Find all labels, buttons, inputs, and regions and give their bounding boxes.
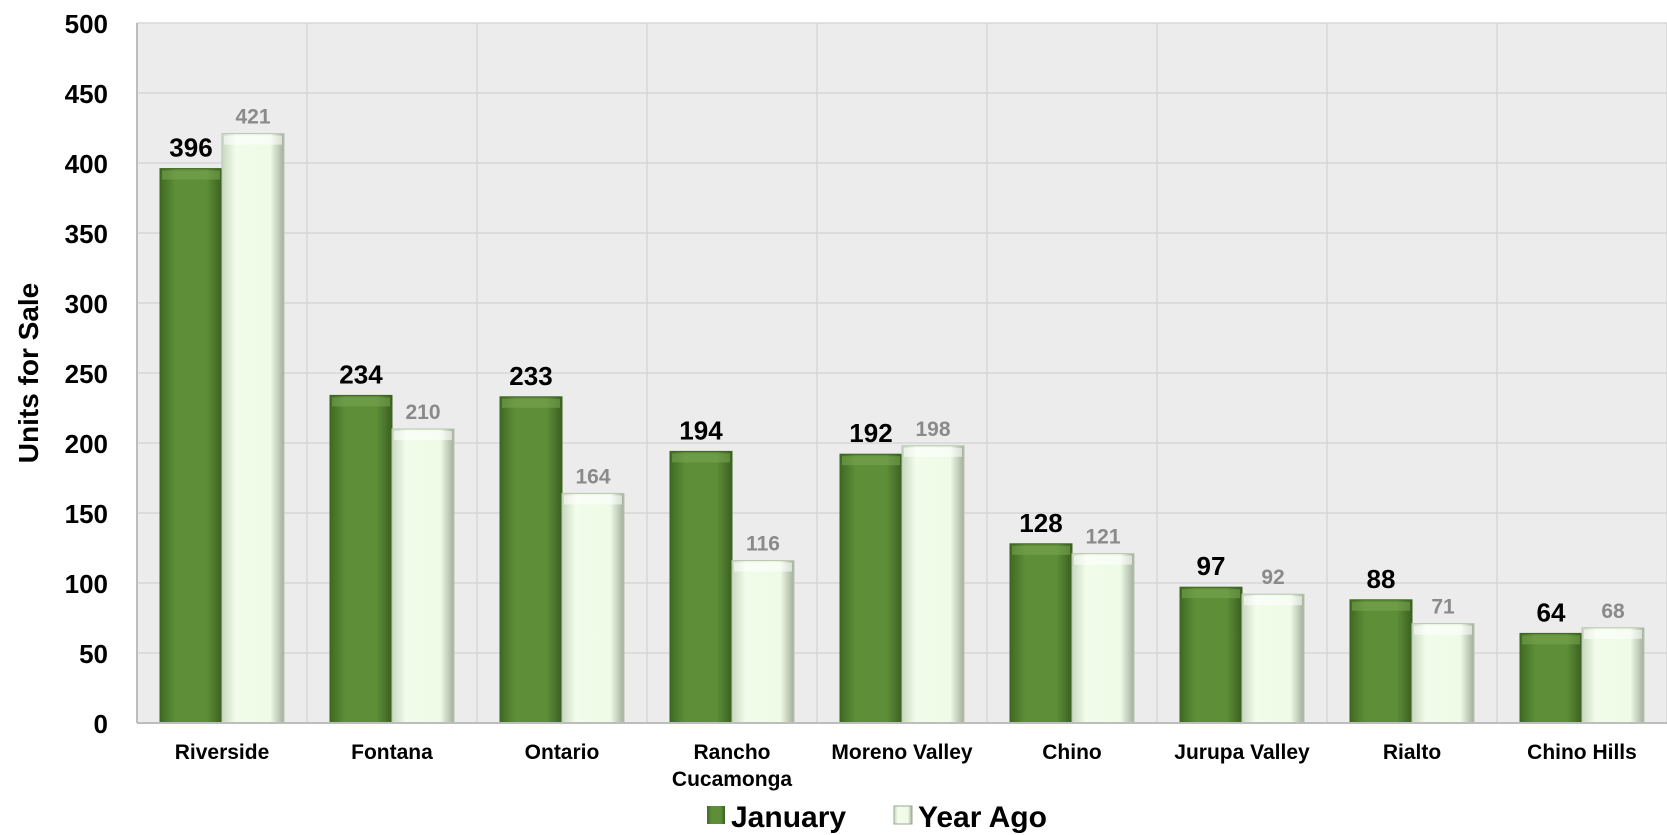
data-label-january: 233 bbox=[509, 361, 552, 391]
legend-label-year-ago: Year Ago bbox=[918, 801, 1047, 834]
data-label-january: 396 bbox=[169, 133, 212, 163]
y-tick-label: 150 bbox=[65, 499, 108, 529]
data-label-year-ago: 210 bbox=[405, 401, 440, 424]
y-tick-label: 50 bbox=[79, 639, 108, 669]
bar-highlight bbox=[394, 431, 452, 440]
x-tick-label: Riverside bbox=[175, 741, 270, 764]
x-tick-label: Chino bbox=[1042, 741, 1101, 764]
bar-highlight bbox=[672, 453, 730, 463]
y-tick-label: 300 bbox=[65, 289, 108, 319]
bar-january bbox=[669, 450, 733, 724]
bar-january bbox=[499, 396, 563, 724]
data-label-year-ago: 68 bbox=[1601, 600, 1625, 623]
y-tick-label: 500 bbox=[65, 9, 108, 39]
data-label-january: 192 bbox=[849, 418, 892, 448]
bar-highlight bbox=[842, 456, 900, 466]
x-tick-label: Moreno Valley bbox=[831, 741, 973, 764]
y-tick-label: 400 bbox=[65, 149, 108, 179]
bar-highlight bbox=[1414, 625, 1472, 635]
data-label-year-ago: 71 bbox=[1431, 596, 1455, 619]
data-label-january: 234 bbox=[339, 359, 383, 389]
x-tick-label: Rialto bbox=[1383, 741, 1441, 764]
y-axis-label: Units for Sale bbox=[13, 283, 44, 463]
y-tick-label: 200 bbox=[65, 429, 108, 459]
data-label-year-ago: 116 bbox=[746, 533, 780, 556]
y-tick-label: 100 bbox=[65, 569, 108, 599]
x-tick-label: Rancho bbox=[693, 741, 770, 764]
y-tick-label: 350 bbox=[65, 219, 108, 249]
bar-january bbox=[1519, 632, 1583, 724]
bar-highlight bbox=[1244, 596, 1302, 606]
data-label-year-ago: 164 bbox=[575, 465, 610, 488]
data-label-january: 88 bbox=[1367, 564, 1396, 594]
bar-highlight bbox=[224, 135, 282, 145]
data-label-year-ago: 92 bbox=[1261, 566, 1284, 589]
bar-highlight bbox=[502, 398, 560, 408]
legend: January Year Ago bbox=[707, 801, 1047, 834]
bar-year-ago bbox=[1581, 627, 1645, 724]
legend-swatch-january bbox=[707, 806, 725, 824]
data-label-january: 97 bbox=[1197, 551, 1226, 581]
x-tick-label: Cucamonga bbox=[672, 768, 793, 791]
data-label-january: 194 bbox=[679, 415, 723, 445]
bar-highlight bbox=[1012, 545, 1070, 555]
bar-year-ago bbox=[901, 445, 965, 724]
x-axis: Riverside Fontana Ontario Rancho Cucamonga Mo… bbox=[137, 722, 1667, 791]
y-tick-label: 450 bbox=[65, 79, 108, 109]
bar-january bbox=[839, 453, 903, 724]
data-label-year-ago: 121 bbox=[1085, 526, 1120, 549]
bar-highlight bbox=[1352, 601, 1410, 611]
y-tick-label: 250 bbox=[65, 359, 108, 389]
bar-year-ago bbox=[1071, 553, 1135, 724]
bar-highlight bbox=[1182, 589, 1240, 599]
x-tick-label: Fontana bbox=[351, 741, 433, 764]
bar-january bbox=[1009, 543, 1073, 724]
data-label-year-ago: 198 bbox=[915, 418, 950, 441]
bar-january bbox=[1349, 599, 1413, 724]
legend-swatch-year-ago bbox=[893, 805, 913, 825]
data-label-january: 64 bbox=[1537, 597, 1566, 627]
bar-year-ago bbox=[221, 133, 285, 724]
data-label-year-ago: 421 bbox=[235, 106, 270, 129]
bar-highlight bbox=[1522, 635, 1580, 645]
y-axis: 0 50 100 150 200 250 300 350 400 450 500 bbox=[65, 9, 138, 739]
bar-year-ago bbox=[1241, 593, 1305, 724]
x-tick-label: Ontario bbox=[525, 741, 600, 764]
bar-year-ago bbox=[731, 560, 795, 724]
x-tick-label: Chino Hills bbox=[1527, 741, 1637, 764]
bar-year-ago bbox=[391, 428, 455, 724]
bar-highlight bbox=[1074, 555, 1132, 565]
bar-highlight bbox=[564, 495, 622, 505]
bar-highlight bbox=[332, 397, 390, 407]
data-label-january: 128 bbox=[1019, 508, 1062, 538]
bar-highlight bbox=[734, 562, 792, 572]
bar-january bbox=[329, 394, 393, 724]
legend-label-january: January bbox=[731, 801, 846, 834]
bar-year-ago bbox=[1411, 623, 1475, 724]
bar-january bbox=[159, 168, 223, 724]
bar-january bbox=[1179, 586, 1243, 724]
x-tick-label: Jurupa Valley bbox=[1174, 741, 1310, 764]
bars: 396 421 234 210 233 164 194 116 192 198 128 121 97 92… bbox=[159, 106, 1645, 724]
bar-year-ago bbox=[561, 492, 625, 724]
y-tick-label: 0 bbox=[94, 709, 108, 739]
bar-highlight bbox=[1584, 629, 1642, 639]
bar-highlight bbox=[162, 170, 220, 180]
bar-highlight bbox=[904, 447, 962, 457]
